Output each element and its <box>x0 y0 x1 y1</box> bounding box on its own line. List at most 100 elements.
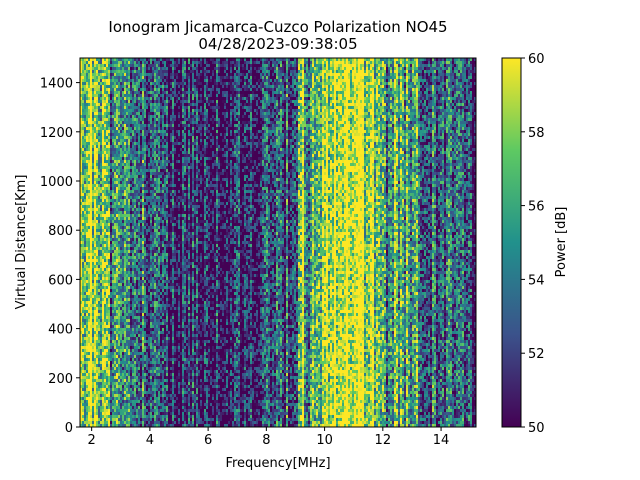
heatmap-cell <box>158 397 160 400</box>
heatmap-cell <box>100 139 102 142</box>
heatmap-cell <box>104 145 106 148</box>
heatmap-cell <box>146 79 148 82</box>
heatmap-cell <box>86 280 88 283</box>
heatmap-cell <box>118 322 120 325</box>
heatmap-cell <box>82 133 84 136</box>
heatmap-cell <box>118 361 120 364</box>
heatmap-cell <box>94 331 96 334</box>
heatmap-cell <box>134 403 136 406</box>
heatmap-cell <box>90 103 92 106</box>
heatmap-cell <box>80 205 82 208</box>
heatmap-cell <box>124 112 126 115</box>
heatmap-cell <box>102 109 104 112</box>
heatmap-cell <box>142 235 144 238</box>
heatmap-cell <box>94 298 96 301</box>
heatmap-cell <box>104 166 106 169</box>
heatmap-cell <box>146 364 148 367</box>
heatmap-cell <box>92 271 94 274</box>
heatmap-cell <box>106 238 108 241</box>
heatmap-cell <box>104 316 106 319</box>
heatmap-cell <box>142 67 144 70</box>
heatmap-cell <box>132 274 134 277</box>
heatmap-cell <box>86 118 88 121</box>
heatmap-cell <box>142 268 144 271</box>
heatmap-cell <box>104 58 106 61</box>
heatmap-cell <box>108 139 110 142</box>
heatmap-cell <box>160 202 162 205</box>
heatmap-cell <box>118 418 120 421</box>
heatmap-cell <box>88 370 90 373</box>
heatmap-cell <box>128 121 130 124</box>
heatmap-cell <box>120 376 122 379</box>
heatmap-cell <box>150 196 152 199</box>
heatmap-cell <box>104 388 106 391</box>
heatmap-cell <box>154 88 156 91</box>
heatmap-cell <box>160 247 162 250</box>
heatmap-cell <box>144 388 146 391</box>
heatmap-cell <box>120 136 122 139</box>
heatmap-cell <box>98 217 100 220</box>
heatmap-cell <box>80 325 82 328</box>
heatmap-cell <box>96 217 98 220</box>
heatmap-cell <box>104 208 106 211</box>
heatmap-cell <box>110 421 112 424</box>
heatmap-cell <box>122 73 124 76</box>
heatmap-cell <box>86 274 88 277</box>
heatmap-cell <box>102 235 104 238</box>
heatmap-cell <box>124 292 126 295</box>
heatmap-cell <box>156 88 158 91</box>
heatmap-cell <box>80 76 82 79</box>
heatmap-cell <box>104 199 106 202</box>
heatmap-cell <box>118 97 120 100</box>
heatmap-cell <box>120 133 122 136</box>
heatmap-cell <box>104 391 106 394</box>
heatmap-cell <box>102 73 104 76</box>
heatmap-cell <box>108 133 110 136</box>
heatmap-cell <box>146 295 148 298</box>
heatmap-cell <box>98 301 100 304</box>
heatmap-cell <box>132 328 134 331</box>
heatmap-cell <box>90 358 92 361</box>
heatmap-cell <box>142 280 144 283</box>
heatmap-cell <box>146 358 148 361</box>
heatmap-cell <box>108 316 110 319</box>
heatmap-cell <box>136 304 138 307</box>
heatmap-cell <box>118 232 120 235</box>
heatmap-cell <box>88 397 90 400</box>
heatmap-cell <box>86 91 88 94</box>
heatmap-cell <box>150 79 152 82</box>
heatmap-cell <box>112 265 114 268</box>
heatmap-cell <box>128 76 130 79</box>
heatmap-cell <box>144 151 146 154</box>
heatmap-cell <box>128 418 130 421</box>
heatmap-cell <box>88 307 90 310</box>
heatmap-cell <box>94 190 96 193</box>
heatmap-cell <box>110 118 112 121</box>
heatmap-cell <box>132 178 134 181</box>
heatmap-cell <box>98 127 100 130</box>
heatmap-cell <box>150 163 152 166</box>
heatmap-cell <box>152 160 154 163</box>
heatmap-cell <box>80 175 82 178</box>
heatmap-cell <box>108 91 110 94</box>
heatmap-cell <box>90 106 92 109</box>
heatmap-cell <box>80 355 82 358</box>
heatmap-cell <box>108 208 110 211</box>
heatmap-cell <box>134 349 136 352</box>
heatmap-cell <box>110 130 112 133</box>
heatmap-cell <box>128 223 130 226</box>
heatmap-cell <box>80 181 82 184</box>
heatmap-cell <box>148 184 150 187</box>
heatmap-cell <box>124 151 126 154</box>
heatmap-cell <box>80 214 82 217</box>
heatmap-cell <box>156 241 158 244</box>
heatmap-cell <box>80 286 82 289</box>
heatmap-cell <box>98 289 100 292</box>
heatmap-cell <box>110 289 112 292</box>
heatmap-cell <box>120 154 122 157</box>
heatmap-cell <box>140 271 142 274</box>
heatmap-cell <box>146 334 148 337</box>
heatmap-cell <box>102 190 104 193</box>
heatmap-cell <box>142 124 144 127</box>
heatmap-cell <box>152 178 154 181</box>
